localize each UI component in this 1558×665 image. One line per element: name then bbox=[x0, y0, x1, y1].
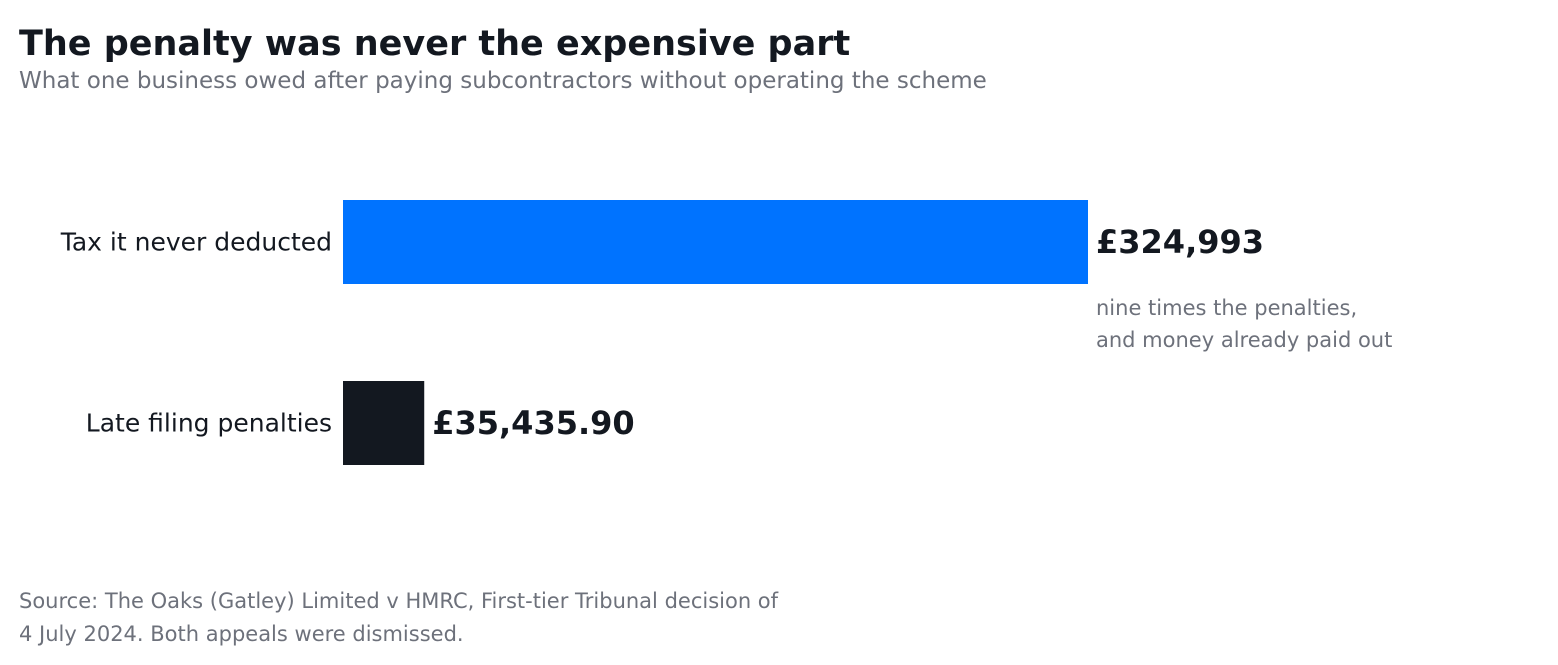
value-label-tax-it-never-deducted: £324,993 bbox=[1096, 223, 1264, 261]
source-line-2: 4 July 2024. Both appeals were dismissed… bbox=[19, 622, 464, 646]
annotation-line-2: and money already paid out bbox=[1096, 328, 1393, 352]
category-label-late-filing-penalties: Late filing penalties bbox=[86, 409, 332, 438]
value-label-late-filing-penalties: £35,435.90 bbox=[432, 404, 634, 442]
bar-tax-it-never-deducted bbox=[343, 200, 1088, 284]
chart-title: The penalty was never the expensive part bbox=[19, 24, 851, 64]
source-note: Source: The Oaks (Gatley) Limited v HMRC… bbox=[19, 585, 778, 651]
annotation-line-1: nine times the penalties, bbox=[1096, 296, 1358, 320]
annotation-note: nine times the penalties, and money alre… bbox=[1096, 292, 1392, 356]
bar-late-filing-penalties bbox=[343, 381, 425, 465]
source-line-1: Source: The Oaks (Gatley) Limited v HMRC… bbox=[19, 589, 779, 613]
chart-subtitle: What one business owed after paying subc… bbox=[19, 68, 987, 94]
category-label-tax-it-never-deducted: Tax it never deducted bbox=[60, 228, 332, 257]
